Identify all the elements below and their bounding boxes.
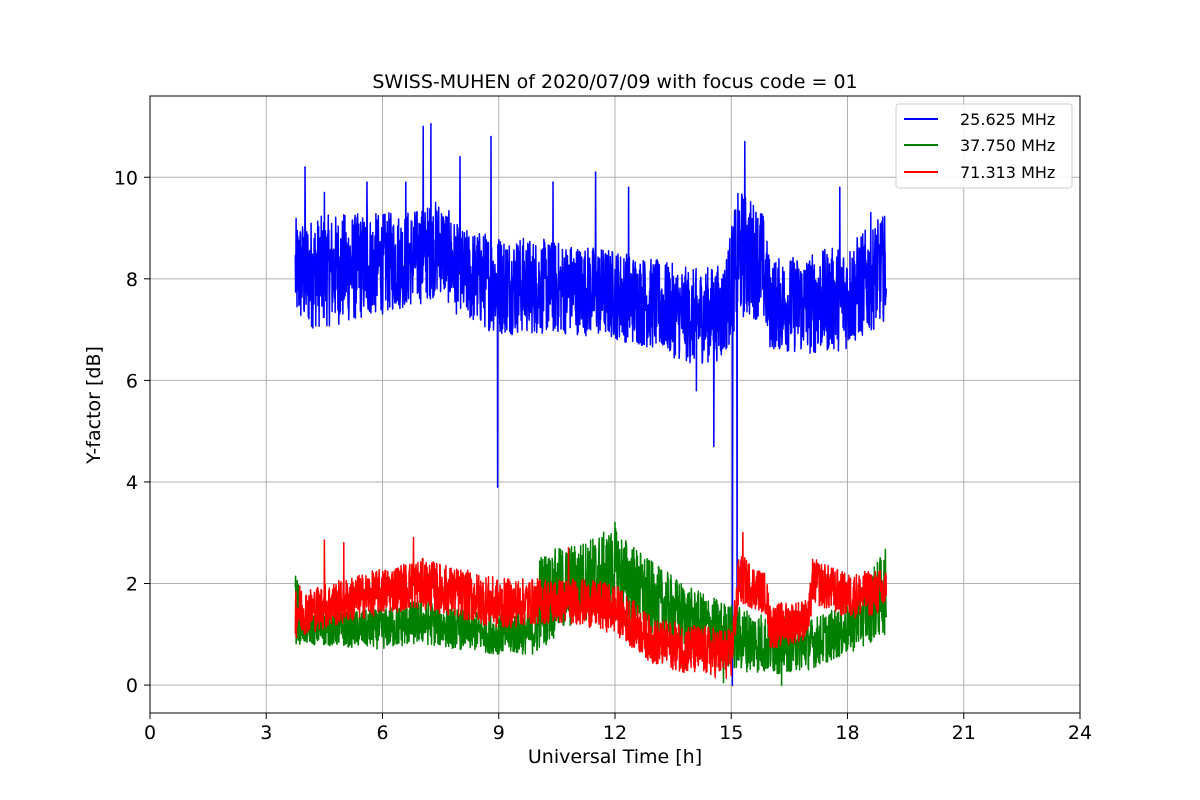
x-tick-label-6: 6 <box>376 722 388 744</box>
x-tick-label-24: 24 <box>1068 722 1092 744</box>
series-37-750 <box>294 521 888 686</box>
spike-point <box>567 547 570 549</box>
spike-point <box>496 486 499 488</box>
spike-point <box>744 140 746 143</box>
y-tick-label-8: 8 <box>126 269 138 291</box>
x-tick-label-0: 0 <box>144 722 156 744</box>
series-line <box>294 521 888 686</box>
spike-point <box>422 125 425 128</box>
chart-title: SWISS-MUHEN of 2020/07/09 with focus cod… <box>372 71 857 93</box>
spike-point <box>713 445 715 448</box>
spike-point <box>343 542 345 544</box>
spike-point <box>490 135 492 138</box>
y-tick-label-10: 10 <box>114 167 138 189</box>
spike-point <box>614 521 616 524</box>
y-tick-label-6: 6 <box>126 370 138 392</box>
y-tick-label-2: 2 <box>126 574 138 596</box>
spike-point <box>430 123 432 125</box>
spike-point <box>731 684 734 686</box>
spike-point <box>722 681 725 684</box>
y-axis-label: Y-factor [dB] <box>83 346 105 465</box>
x-tick-label-15: 15 <box>719 722 743 744</box>
x-tick-label-3: 3 <box>260 722 272 744</box>
spike-point <box>594 171 597 173</box>
x-tick-label-12: 12 <box>603 722 627 744</box>
spike-point <box>695 389 698 392</box>
series-71-313 <box>294 531 888 679</box>
spike-point <box>839 186 841 189</box>
spike-point <box>742 531 744 534</box>
spike-point <box>366 181 368 184</box>
spike-point <box>323 539 326 542</box>
series-25-625 <box>294 123 888 686</box>
legend: 25.625 MHz 37.750 MHz 71.313 MHz <box>895 103 1073 189</box>
spike-point <box>304 166 306 168</box>
spike-point <box>459 156 461 158</box>
y-tick-label-4: 4 <box>126 472 138 494</box>
legend-box <box>895 103 1073 189</box>
spike-point <box>405 181 407 184</box>
x-tick-label-9: 9 <box>493 722 505 744</box>
spike-point <box>552 181 554 184</box>
series-line <box>294 531 888 679</box>
spike-point <box>627 186 630 189</box>
spike-point <box>870 212 872 214</box>
legend-label-37-750: 37.750 MHz <box>960 136 1055 155</box>
spike-point <box>323 191 326 194</box>
x-tick-label-18: 18 <box>835 722 859 744</box>
plot-series <box>294 123 888 686</box>
legend-label-25-625: 25.625 MHz <box>960 110 1055 129</box>
x-tick-label-21: 21 <box>952 722 976 744</box>
series-line <box>294 123 888 686</box>
spike-point <box>780 684 783 686</box>
x-axis-label: Universal Time [h] <box>528 746 702 768</box>
spike-point <box>412 537 415 539</box>
y-tick-label-0: 0 <box>126 675 138 697</box>
legend-label-71-313: 71.313 MHz <box>960 163 1055 182</box>
